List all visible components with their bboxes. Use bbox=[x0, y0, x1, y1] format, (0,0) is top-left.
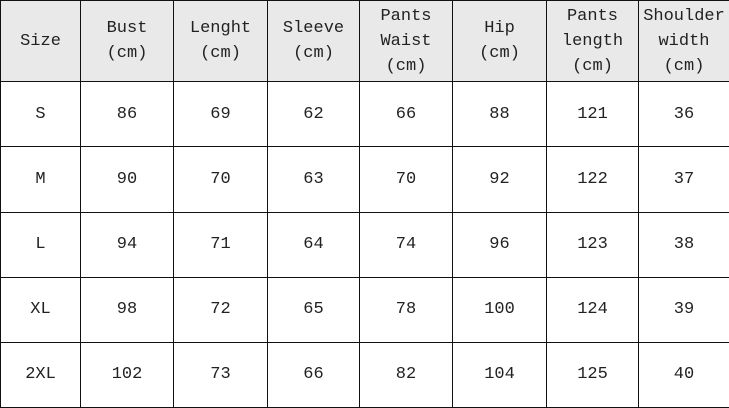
measure-cell: 74 bbox=[359, 211, 453, 278]
measure-cell: 64 bbox=[267, 211, 360, 278]
measure-cell: 92 bbox=[452, 146, 547, 213]
measure-cell: 104 bbox=[452, 341, 547, 408]
measure-cell: 100 bbox=[452, 276, 547, 343]
header-text: (cm) bbox=[106, 44, 148, 64]
header-text: Pants bbox=[566, 6, 618, 26]
measure-cell: 69 bbox=[173, 81, 268, 148]
measure-cell: 124 bbox=[546, 276, 639, 343]
size-cell: L bbox=[0, 211, 81, 278]
measure-cell: 39 bbox=[638, 276, 729, 343]
header-text: Lenght bbox=[189, 19, 252, 39]
header-text: (cm) bbox=[293, 44, 334, 64]
measure-cell: 90 bbox=[80, 146, 174, 213]
measure-cell: 86 bbox=[80, 81, 174, 148]
header-text: (cm) bbox=[572, 56, 613, 76]
measure-cell: 121 bbox=[546, 81, 639, 148]
measure-cell: 66 bbox=[359, 81, 453, 148]
size-cell: 2XL bbox=[0, 341, 81, 408]
data-row: M 90 70 63 70 92 122 37 bbox=[0, 146, 729, 213]
data-row: S 86 69 62 66 88 121 36 bbox=[0, 81, 729, 148]
header-text: (cm) bbox=[385, 56, 427, 76]
measure-cell: 73 bbox=[173, 341, 268, 408]
header-text: Pants bbox=[380, 6, 432, 26]
measure-cell: 88 bbox=[452, 81, 547, 148]
measure-cell: 37 bbox=[638, 146, 729, 213]
header-text: Bust bbox=[106, 19, 148, 39]
header-text: (cm) bbox=[200, 44, 241, 64]
measure-cell: 78 bbox=[359, 276, 453, 343]
measure-cell: 125 bbox=[546, 341, 639, 408]
measure-cell: 96 bbox=[452, 211, 547, 278]
data-row: XL 98 72 65 78 100 124 39 bbox=[0, 276, 729, 343]
measure-cell: 102 bbox=[80, 341, 174, 408]
header-text: width bbox=[658, 31, 710, 51]
header-cell: Pants Waist (cm) bbox=[359, 0, 453, 83]
measure-cell: 82 bbox=[359, 341, 453, 408]
header-cell: Lenght (cm) bbox=[173, 0, 268, 83]
measure-cell: 71 bbox=[173, 211, 268, 278]
measure-cell: 63 bbox=[267, 146, 360, 213]
header-row: Size Bust (cm) Lenght (cm) Sleeve (cm) Pants Wai… bbox=[0, 0, 729, 83]
measure-cell: 122 bbox=[546, 146, 639, 213]
measure-cell: 38 bbox=[638, 211, 729, 278]
measure-cell: 98 bbox=[80, 276, 174, 343]
header-cell: Sleeve (cm) bbox=[267, 0, 360, 83]
header-cell: Size bbox=[0, 0, 81, 83]
measure-cell: 123 bbox=[546, 211, 639, 278]
size-cell: M bbox=[0, 146, 81, 213]
size-cell: XL bbox=[0, 276, 81, 343]
measure-cell: 72 bbox=[173, 276, 268, 343]
header-text: Size bbox=[20, 31, 61, 51]
header-text: Sleeve bbox=[282, 19, 345, 39]
measure-cell: 70 bbox=[359, 146, 453, 213]
header-text: (cm) bbox=[479, 44, 520, 64]
measure-cell: 66 bbox=[267, 341, 360, 408]
measure-cell: 62 bbox=[267, 81, 360, 148]
measure-cell: 65 bbox=[267, 276, 360, 343]
data-row: L 94 71 64 74 96 123 38 bbox=[0, 211, 729, 278]
header-text: Waist bbox=[380, 31, 432, 51]
header-cell: Shoulder width (cm) bbox=[638, 0, 729, 83]
measure-cell: 40 bbox=[638, 341, 729, 408]
measure-cell: 36 bbox=[638, 81, 729, 148]
header-text: Hip bbox=[484, 19, 515, 39]
data-row: 2XL 102 73 66 82 104 125 40 bbox=[0, 341, 729, 408]
header-text: length bbox=[561, 31, 624, 51]
size-cell: S bbox=[0, 81, 81, 148]
header-cell: Pants length (cm) bbox=[546, 0, 639, 83]
measure-cell: 94 bbox=[80, 211, 174, 278]
header-text: (cm) bbox=[663, 56, 705, 76]
measure-cell: 70 bbox=[173, 146, 268, 213]
header-cell: Hip (cm) bbox=[452, 0, 547, 83]
header-cell: Bust (cm) bbox=[80, 0, 174, 83]
header-text: Shoulder bbox=[643, 6, 725, 26]
